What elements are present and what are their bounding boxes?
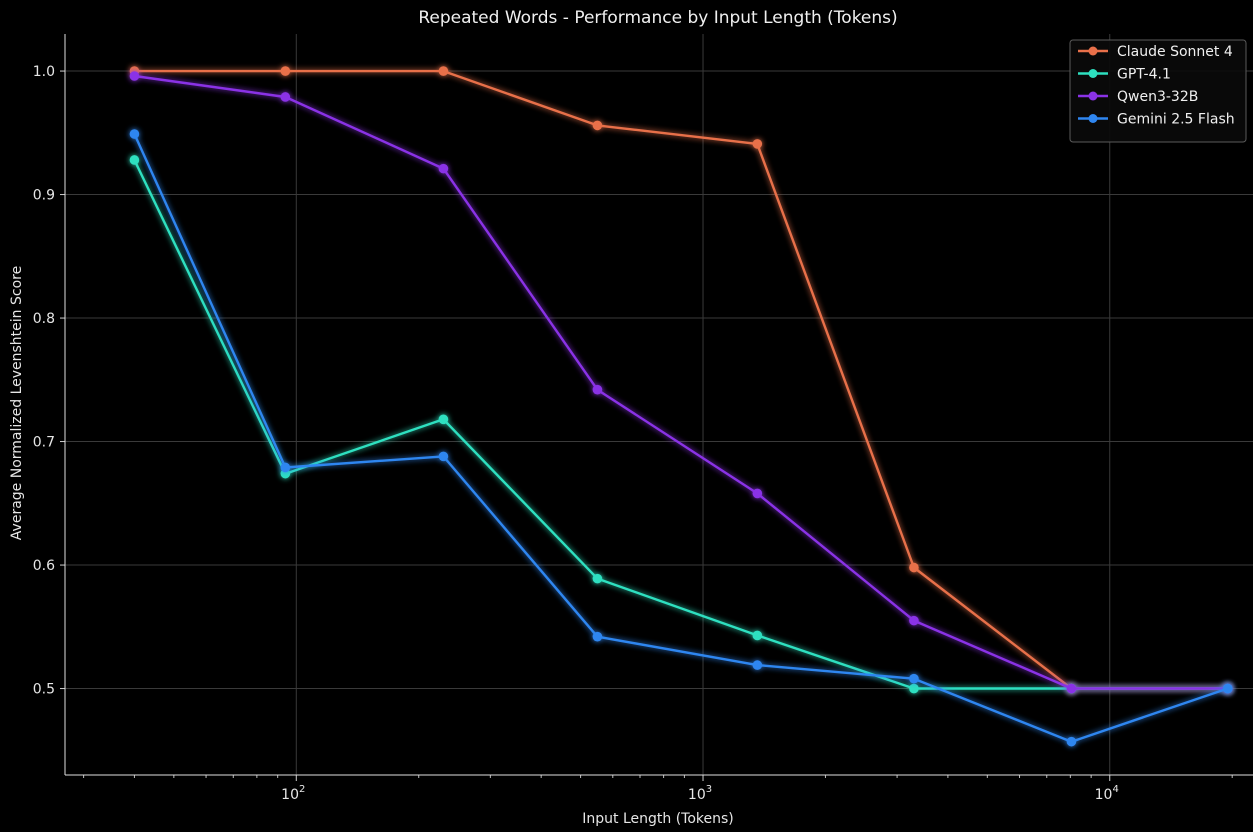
data-point <box>592 384 603 395</box>
data-point <box>280 92 291 102</box>
y-tick-label: 0.8 <box>33 311 55 327</box>
x-tick-label: 104 <box>1095 784 1119 803</box>
y-tick-label: 1.0 <box>33 64 55 80</box>
series-line <box>134 69 1228 690</box>
data-point <box>1066 736 1077 747</box>
data-point <box>909 683 919 694</box>
chart-title: Repeated Words - Performance by Input Le… <box>418 8 897 28</box>
data-point <box>752 488 763 499</box>
legend-label: GPT-4.1 <box>1117 67 1171 83</box>
data-point <box>592 631 603 642</box>
axes: 0.5 0.6 0.7 0.8 0.9 1.0 102 103 104 <box>33 34 1253 803</box>
series-layer <box>129 66 1233 747</box>
y-tick-label: 0.7 <box>33 435 55 451</box>
legend[interactable]: Claude Sonnet 4 GPT-4.1 Qwen3-32B Gemini 2.… <box>1069 39 1247 143</box>
legend-label: Qwen3-32B <box>1117 89 1198 105</box>
x-axis-label: Input Length (Tokens) <box>582 811 734 827</box>
legend-label: Claude Sonnet 4 <box>1117 44 1233 60</box>
legend-swatch-marker <box>1088 114 1098 123</box>
x-tick-label: 103 <box>688 784 712 803</box>
data-point <box>752 660 763 670</box>
legend-item[interactable]: Gemini 2.5 Flash <box>1078 112 1235 128</box>
data-point <box>438 163 449 174</box>
data-point <box>752 630 763 641</box>
data-point <box>129 129 140 139</box>
x-tick-label: 102 <box>281 784 305 803</box>
series-qwen3-32b <box>129 71 1233 694</box>
legend-swatch-marker <box>1088 91 1098 101</box>
data-point <box>1066 683 1077 694</box>
legend-swatch-marker <box>1088 69 1098 78</box>
data-point <box>909 615 919 626</box>
series-gemini-2-5-flash <box>129 129 1233 747</box>
legend-box <box>1069 39 1247 143</box>
legend-label: Gemini 2.5 Flash <box>1117 112 1235 128</box>
data-point <box>592 573 603 584</box>
data-point <box>438 66 449 76</box>
data-point <box>280 462 291 473</box>
legend-item[interactable]: Claude Sonnet 4 <box>1078 44 1233 60</box>
data-point <box>438 414 449 425</box>
legend-item[interactable]: Qwen3-32B <box>1078 89 1198 105</box>
legend-swatch-marker <box>1088 46 1098 56</box>
series-line <box>134 74 1228 690</box>
data-point <box>909 673 919 684</box>
series-line <box>133 133 1229 743</box>
data-point <box>280 66 291 76</box>
y-axis-label: Average Normalized Levenshtein Score <box>9 266 25 540</box>
y-tick-label: 0.5 <box>33 682 55 698</box>
y-tick-label: 0.6 <box>33 558 55 574</box>
grid <box>65 34 1253 775</box>
data-point <box>592 120 603 131</box>
data-point <box>129 155 140 165</box>
data-point <box>909 562 919 573</box>
series-line <box>133 159 1228 690</box>
series-gpt-4-1 <box>129 155 1233 694</box>
data-point <box>438 451 449 462</box>
y-tick-label: 0.9 <box>33 188 55 204</box>
series-claude-sonnet-4 <box>129 66 1233 694</box>
legend-item[interactable]: GPT-4.1 <box>1078 67 1171 83</box>
data-point <box>129 71 140 81</box>
data-point <box>1222 683 1233 694</box>
data-point <box>752 139 763 149</box>
